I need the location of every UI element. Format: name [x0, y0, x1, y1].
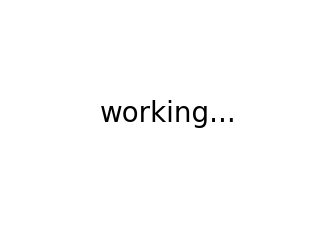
- Text: working...: working...: [100, 100, 236, 128]
